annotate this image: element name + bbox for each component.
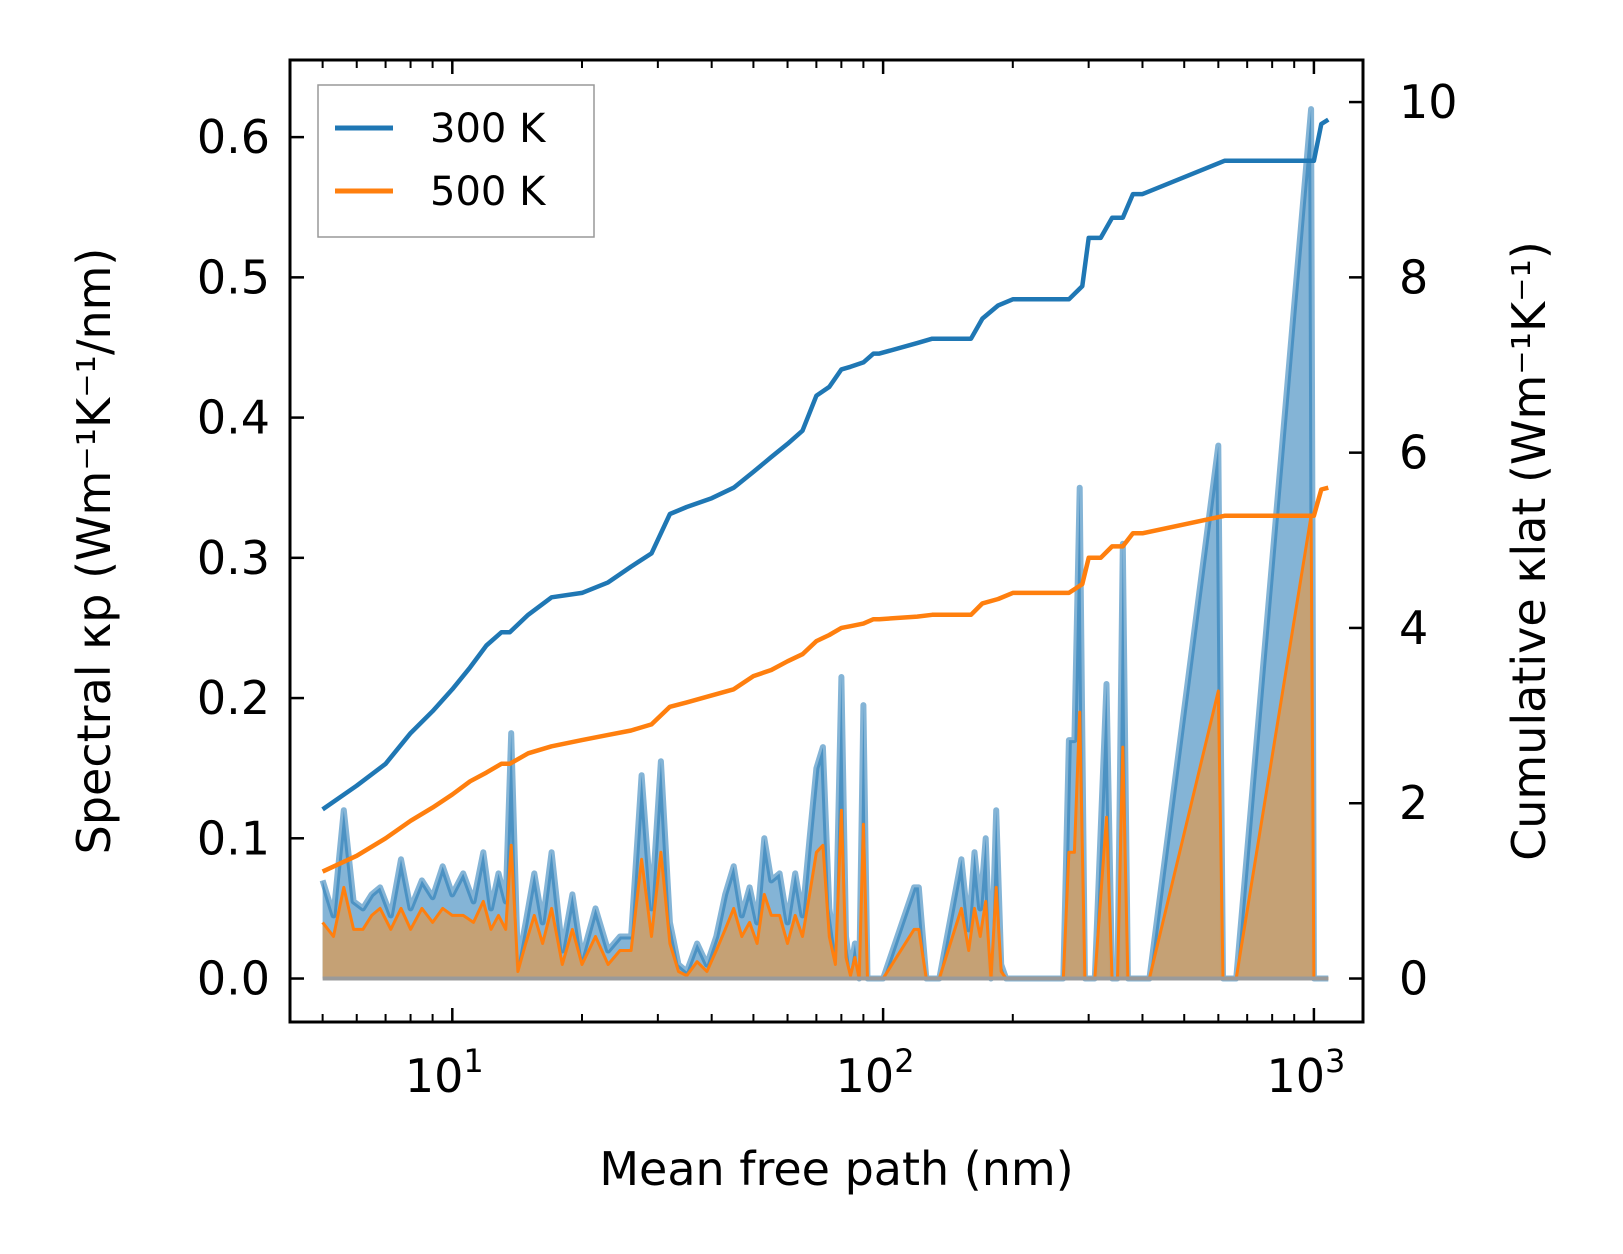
x-tick-label: 103 bbox=[1266, 1042, 1345, 1103]
legend-label-300k: 300 K bbox=[430, 106, 547, 152]
y-left-tick-label: 0.6 bbox=[197, 110, 270, 164]
y-right-tick-label: 10 bbox=[1399, 75, 1458, 129]
y-right-tick-label: 2 bbox=[1399, 776, 1428, 830]
y-right-tick-label: 8 bbox=[1399, 250, 1428, 304]
y-left-tick-label: 0.2 bbox=[197, 671, 270, 725]
y-right-tick-label: 4 bbox=[1399, 601, 1428, 655]
y-axis-right-title: Cumulative κlat (Wm⁻¹K⁻¹) bbox=[1502, 241, 1556, 861]
x-tick-exponent: 3 bbox=[1325, 1042, 1345, 1080]
y-axis-left-title: Spectral κp (Wm⁻¹K⁻¹/nm) bbox=[67, 248, 121, 855]
legend-box bbox=[317, 84, 595, 238]
x-tick-exponent: 2 bbox=[894, 1042, 914, 1080]
y-left-tick-label: 0.4 bbox=[197, 391, 270, 445]
y-left-tick-label: 0.1 bbox=[197, 811, 270, 865]
x-tick-base: 10 bbox=[1266, 1049, 1325, 1103]
x-tick-exponent: 1 bbox=[463, 1042, 483, 1080]
cumulative-line-300k bbox=[321, 117, 1330, 812]
legend-label-500k: 500 K bbox=[430, 169, 547, 215]
y-right-tick-label: 0 bbox=[1399, 952, 1428, 1006]
cumulative-line-500k bbox=[321, 485, 1329, 874]
y-left-tick-label: 0.0 bbox=[197, 952, 270, 1006]
x-tick-base: 10 bbox=[405, 1049, 464, 1103]
x-tick-label: 102 bbox=[836, 1042, 915, 1103]
x-axis-title: Mean free path (nm) bbox=[599, 1142, 1073, 1196]
spectral-fills bbox=[319, 106, 1329, 982]
y-right-tick-label: 6 bbox=[1399, 426, 1428, 480]
x-tick-label: 101 bbox=[405, 1042, 484, 1103]
spectral-area-500k bbox=[322, 515, 1329, 979]
y-left-tick-label: 0.5 bbox=[197, 250, 270, 304]
x-tick-base: 10 bbox=[836, 1049, 895, 1103]
cumulative-lines bbox=[321, 117, 1330, 874]
legend: 300 K 500 K bbox=[317, 84, 595, 238]
plot-frame bbox=[288, 58, 1365, 1024]
y-left-tick-label: 0.3 bbox=[197, 531, 270, 585]
